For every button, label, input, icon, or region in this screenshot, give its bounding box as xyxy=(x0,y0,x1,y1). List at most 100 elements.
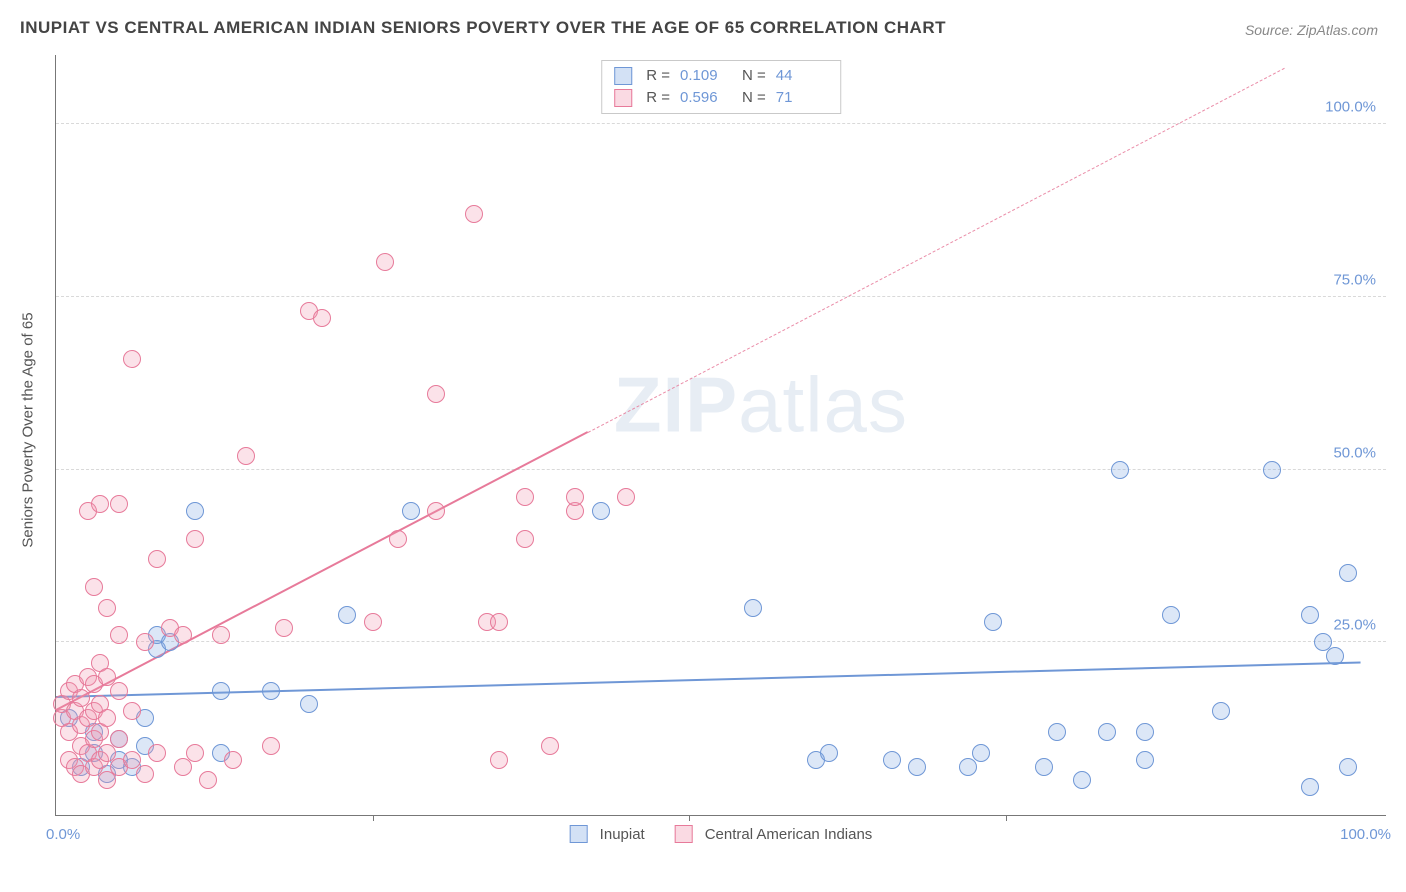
data-point-s2 xyxy=(91,495,109,513)
legend-item-label: Central American Indians xyxy=(705,826,873,843)
data-point-s2 xyxy=(174,626,192,644)
correlation-legend: R = 0.109 N = 44 R = 0.596 N = 71 xyxy=(601,60,841,114)
y-tick-label: 50.0% xyxy=(1333,444,1376,461)
data-point-s2 xyxy=(199,771,217,789)
legend-n-value: 44 xyxy=(776,65,828,87)
data-point-s2 xyxy=(85,578,103,596)
data-point-s1 xyxy=(1339,758,1357,776)
data-point-s1 xyxy=(1073,771,1091,789)
data-point-s2 xyxy=(516,530,534,548)
data-point-s1 xyxy=(212,682,230,700)
swatch-icon xyxy=(675,825,693,843)
data-point-s1 xyxy=(402,502,420,520)
data-point-s1 xyxy=(984,613,1002,631)
y-tick-label: 25.0% xyxy=(1333,617,1376,634)
data-point-s1 xyxy=(1111,461,1129,479)
data-point-s2 xyxy=(389,530,407,548)
chart-source: Source: ZipAtlas.com xyxy=(1245,22,1378,38)
data-point-s2 xyxy=(148,550,166,568)
legend-item: Central American Indians xyxy=(675,825,873,843)
data-point-s2 xyxy=(364,613,382,631)
grid-line xyxy=(56,641,1386,642)
data-point-s1 xyxy=(1212,702,1230,720)
legend-r-value: 0.109 xyxy=(680,65,732,87)
data-point-s1 xyxy=(883,751,901,769)
x-tick-mark xyxy=(373,815,374,821)
legend-r-value: 0.596 xyxy=(680,87,732,109)
data-point-s2 xyxy=(376,253,394,271)
data-point-s1 xyxy=(1098,723,1116,741)
data-point-s2 xyxy=(313,309,331,327)
data-point-s2 xyxy=(136,633,154,651)
legend-item: Inupiat xyxy=(570,825,645,843)
data-point-s1 xyxy=(1301,778,1319,796)
data-point-s1 xyxy=(1339,564,1357,582)
data-point-s2 xyxy=(212,626,230,644)
swatch-icon xyxy=(570,825,588,843)
data-point-s2 xyxy=(490,751,508,769)
grid-line xyxy=(56,296,1386,297)
legend-n-label: N = xyxy=(742,65,766,87)
data-point-s2 xyxy=(262,737,280,755)
x-tick-mark xyxy=(1006,815,1007,821)
data-point-s2 xyxy=(224,751,242,769)
data-point-s2 xyxy=(136,765,154,783)
data-point-s1 xyxy=(1136,723,1154,741)
data-point-s2 xyxy=(148,744,166,762)
data-point-s2 xyxy=(110,626,128,644)
y-axis-label: Seniors Poverty Over the Age of 65 xyxy=(20,312,37,547)
legend-row: R = 0.596 N = 71 xyxy=(614,87,828,109)
data-point-s2 xyxy=(98,599,116,617)
data-point-s1 xyxy=(1263,461,1281,479)
data-point-s1 xyxy=(1136,751,1154,769)
data-point-s1 xyxy=(1048,723,1066,741)
series-legend: Inupiat Central American Indians xyxy=(570,825,873,843)
data-point-s2 xyxy=(566,488,584,506)
data-point-s1 xyxy=(592,502,610,520)
data-point-s2 xyxy=(427,502,445,520)
x-tick-label: 100.0% xyxy=(1340,826,1391,843)
trend-line-s2 xyxy=(56,431,589,711)
data-point-s2 xyxy=(186,530,204,548)
legend-n-value: 71 xyxy=(776,87,828,109)
grid-line xyxy=(56,123,1386,124)
scatter-plot-area: ZIPatlas R = 0.109 N = 44 R = 0.596 N = … xyxy=(55,55,1386,816)
data-point-s2 xyxy=(98,771,116,789)
grid-line xyxy=(56,469,1386,470)
data-point-s2 xyxy=(237,447,255,465)
data-point-s1 xyxy=(338,606,356,624)
data-point-s2 xyxy=(275,619,293,637)
data-point-s1 xyxy=(1301,606,1319,624)
data-point-s2 xyxy=(186,744,204,762)
legend-item-label: Inupiat xyxy=(600,826,645,843)
legend-r-label: R = xyxy=(646,65,670,87)
data-point-s2 xyxy=(490,613,508,631)
data-point-s2 xyxy=(98,709,116,727)
legend-r-label: R = xyxy=(646,87,670,109)
data-point-s2 xyxy=(123,702,141,720)
y-tick-label: 100.0% xyxy=(1325,99,1376,116)
data-point-s2 xyxy=(465,205,483,223)
chart-title: INUPIAT VS CENTRAL AMERICAN INDIAN SENIO… xyxy=(20,18,946,38)
data-point-s1 xyxy=(262,682,280,700)
legend-row: R = 0.109 N = 44 xyxy=(614,65,828,87)
y-tick-label: 75.0% xyxy=(1333,271,1376,288)
legend-n-label: N = xyxy=(742,87,766,109)
data-point-s1 xyxy=(300,695,318,713)
data-point-s1 xyxy=(1326,647,1344,665)
data-point-s1 xyxy=(908,758,926,776)
x-tick-label: 0.0% xyxy=(46,826,80,843)
data-point-s1 xyxy=(820,744,838,762)
data-point-s2 xyxy=(110,495,128,513)
data-point-s1 xyxy=(744,599,762,617)
data-point-s1 xyxy=(972,744,990,762)
swatch-icon xyxy=(614,89,632,107)
data-point-s2 xyxy=(617,488,635,506)
swatch-icon xyxy=(614,67,632,85)
data-point-s1 xyxy=(959,758,977,776)
data-point-s2 xyxy=(174,758,192,776)
data-point-s2 xyxy=(516,488,534,506)
data-point-s2 xyxy=(110,682,128,700)
data-point-s2 xyxy=(427,385,445,403)
data-point-s1 xyxy=(1162,606,1180,624)
